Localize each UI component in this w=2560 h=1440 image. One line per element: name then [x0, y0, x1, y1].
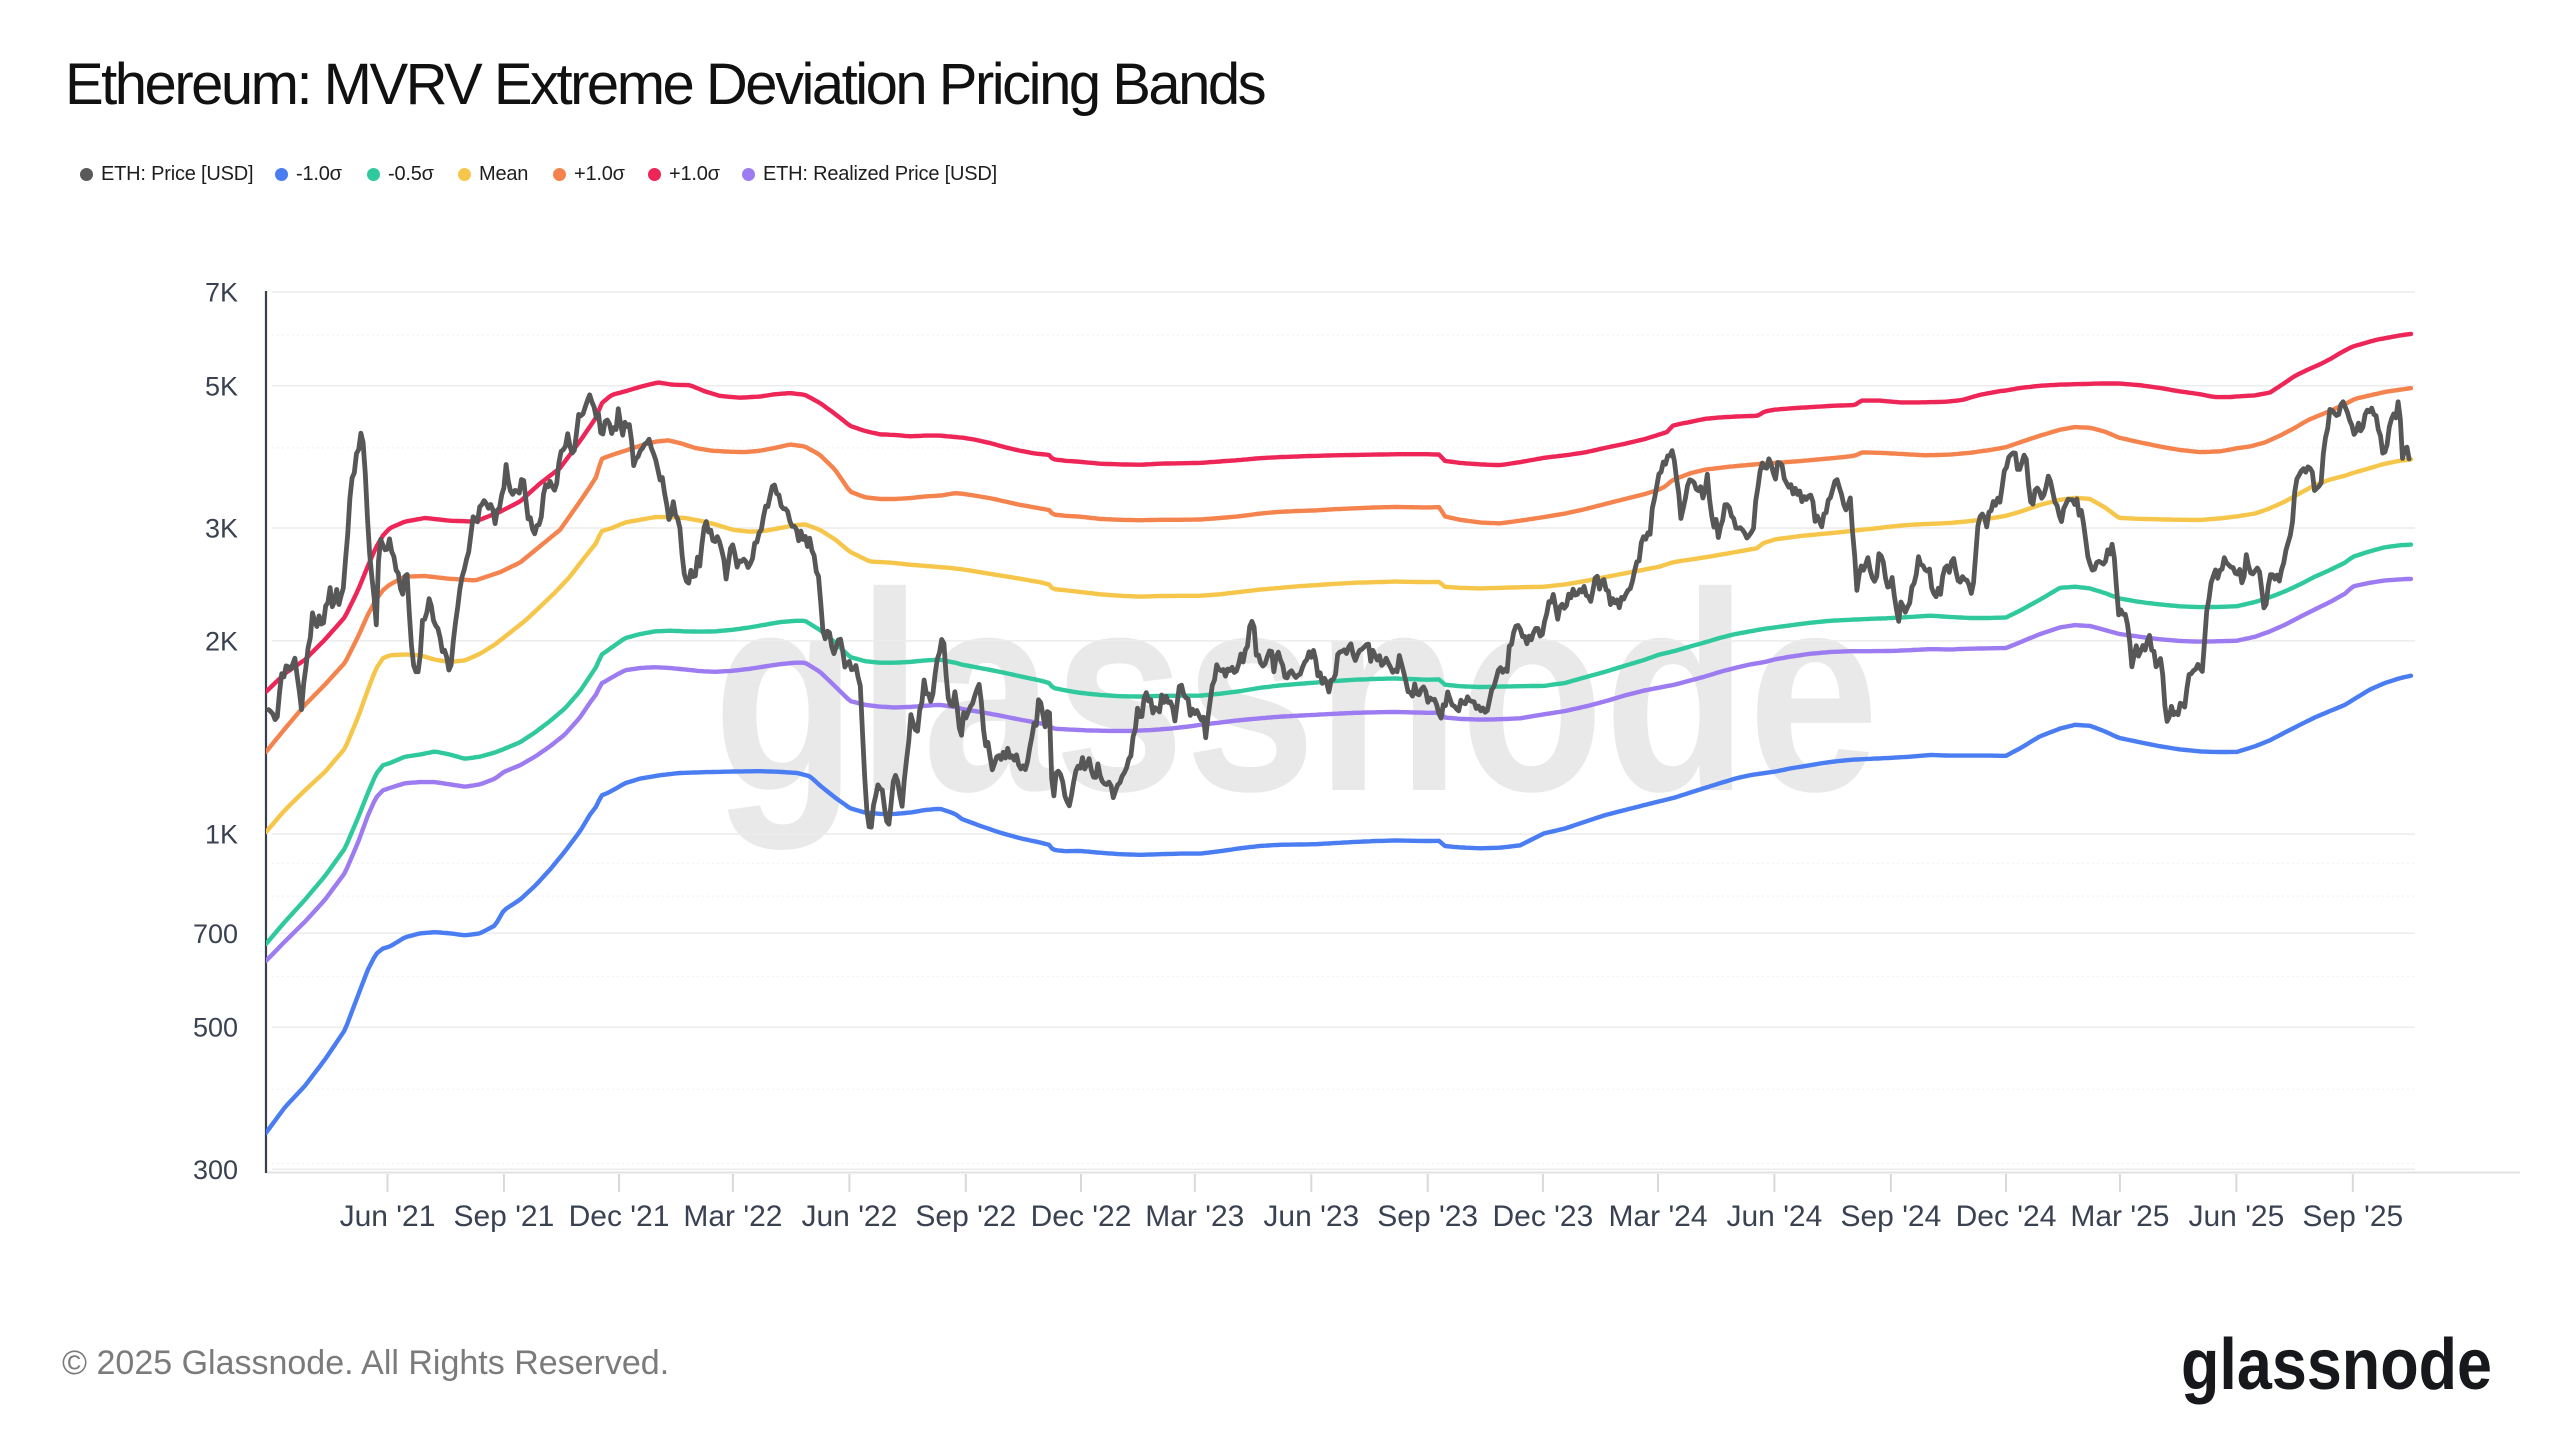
svg-text:Sep '25: Sep '25 [2302, 1200, 2403, 1233]
svg-text:Jun '23: Jun '23 [1263, 1200, 1359, 1233]
svg-text:Mar '22: Mar '22 [683, 1200, 782, 1233]
svg-text:Dec '24: Dec '24 [1956, 1200, 2057, 1233]
svg-text:Sep '21: Sep '21 [453, 1200, 554, 1233]
svg-text:Dec '21: Dec '21 [569, 1200, 670, 1233]
svg-text:300: 300 [193, 1155, 238, 1185]
svg-text:Mar '23: Mar '23 [1145, 1200, 1244, 1233]
svg-text:Jun '24: Jun '24 [1726, 1200, 1822, 1233]
svg-text:3K: 3K [205, 514, 238, 544]
svg-text:Sep '22: Sep '22 [915, 1200, 1016, 1233]
svg-text:Jun '21: Jun '21 [340, 1200, 436, 1233]
svg-text:Jun '22: Jun '22 [801, 1200, 897, 1233]
svg-text:5K: 5K [205, 371, 238, 401]
svg-text:2K: 2K [205, 626, 238, 656]
svg-text:Jun '25: Jun '25 [2188, 1200, 2284, 1233]
svg-text:Mar '25: Mar '25 [2070, 1200, 2169, 1233]
svg-text:1K: 1K [205, 820, 238, 850]
svg-text:500: 500 [193, 1013, 238, 1043]
svg-text:7K: 7K [205, 278, 238, 308]
svg-text:Sep '23: Sep '23 [1377, 1200, 1478, 1233]
svg-text:Mar '24: Mar '24 [1608, 1200, 1707, 1233]
svg-text:Sep '24: Sep '24 [1840, 1200, 1941, 1233]
svg-text:glassnode: glassnode [2181, 1325, 2492, 1405]
svg-text:Dec '22: Dec '22 [1031, 1200, 1132, 1233]
svg-text:700: 700 [193, 919, 238, 949]
svg-text:Dec '23: Dec '23 [1493, 1200, 1594, 1233]
